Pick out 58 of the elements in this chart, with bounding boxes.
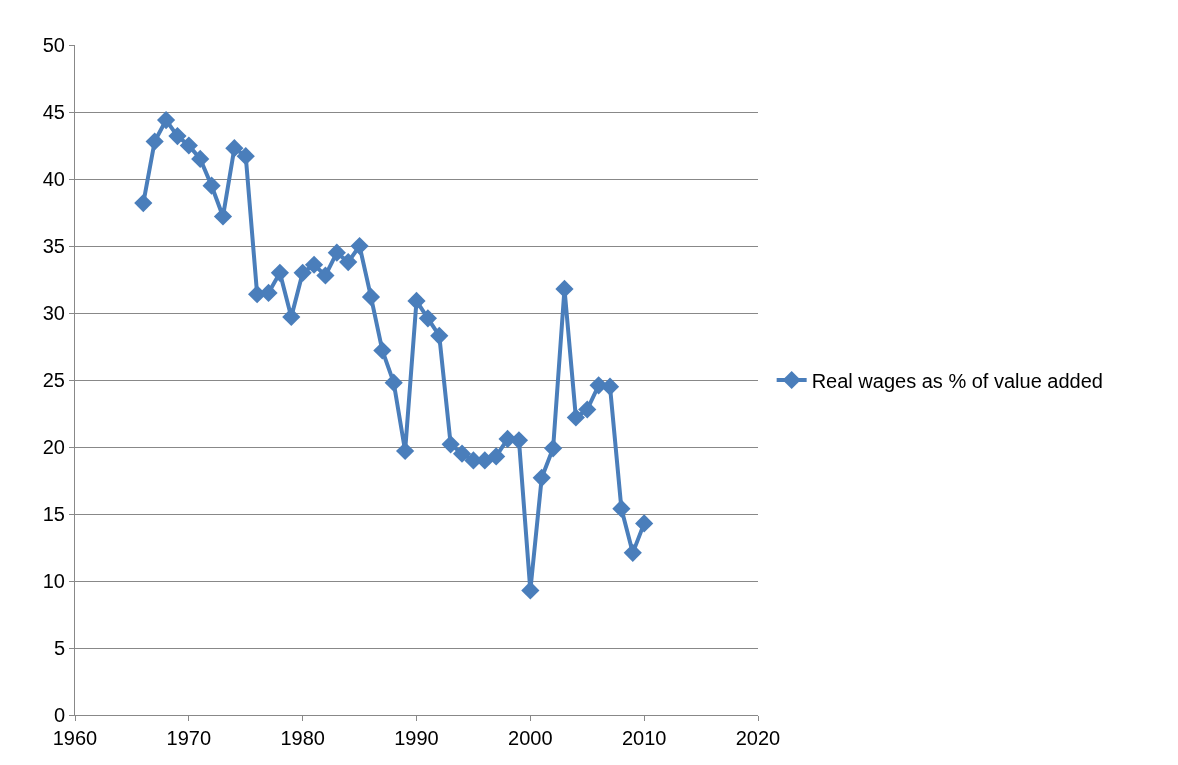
point (339, 252, 358, 272)
x-tick-label: 1990 (394, 727, 439, 749)
point (202, 176, 221, 195)
point (225, 139, 244, 158)
x-tick-label: 1960 (52, 727, 98, 749)
point (145, 132, 164, 151)
point (612, 499, 631, 518)
x-tick-label: 2020 (735, 727, 781, 749)
point (350, 236, 369, 256)
point (156, 110, 176, 130)
point (578, 400, 597, 419)
point (418, 309, 437, 328)
point (509, 431, 529, 450)
point (452, 444, 472, 463)
point (282, 307, 301, 327)
x-tick-label: 1970 (166, 727, 212, 749)
y-tick-label: 10 (42, 570, 65, 592)
legend-label: Real wages as % of value added (811, 369, 1103, 392)
point (532, 468, 551, 487)
y-tick-label: 15 (42, 503, 65, 525)
point (544, 439, 563, 458)
point (168, 127, 187, 146)
y-tick-label: 45 (42, 101, 65, 123)
y-tick-label: 30 (42, 302, 65, 324)
y-tick-label: 20 (42, 436, 65, 458)
x-tick-label: 2010 (621, 727, 667, 749)
point (566, 408, 585, 427)
y-tick-label: 25 (42, 369, 65, 391)
point (191, 149, 210, 168)
point (134, 194, 153, 213)
point (430, 326, 449, 345)
point (407, 291, 426, 311)
point (236, 147, 255, 166)
point (213, 207, 233, 226)
point (293, 263, 312, 282)
point (600, 377, 620, 396)
point (270, 263, 289, 282)
y-tick-label: 0 (53, 704, 65, 726)
point (635, 514, 654, 533)
y-tick-label: 35 (42, 235, 65, 257)
point (316, 266, 335, 285)
point (623, 543, 642, 562)
x-tick-label: 2000 (508, 727, 553, 749)
point (384, 373, 403, 392)
x-tick-label: 1980 (280, 727, 325, 749)
y-tick-label: 5 (53, 637, 65, 659)
point (441, 435, 460, 454)
point (179, 136, 198, 155)
point (373, 341, 392, 360)
y-tick-label: 50 (42, 34, 65, 56)
point (361, 287, 381, 307)
point (327, 243, 346, 262)
y-tick-label: 40 (42, 168, 65, 190)
point (487, 447, 506, 466)
point (396, 441, 415, 461)
point (555, 279, 574, 298)
point (304, 255, 324, 274)
point (521, 581, 540, 600)
